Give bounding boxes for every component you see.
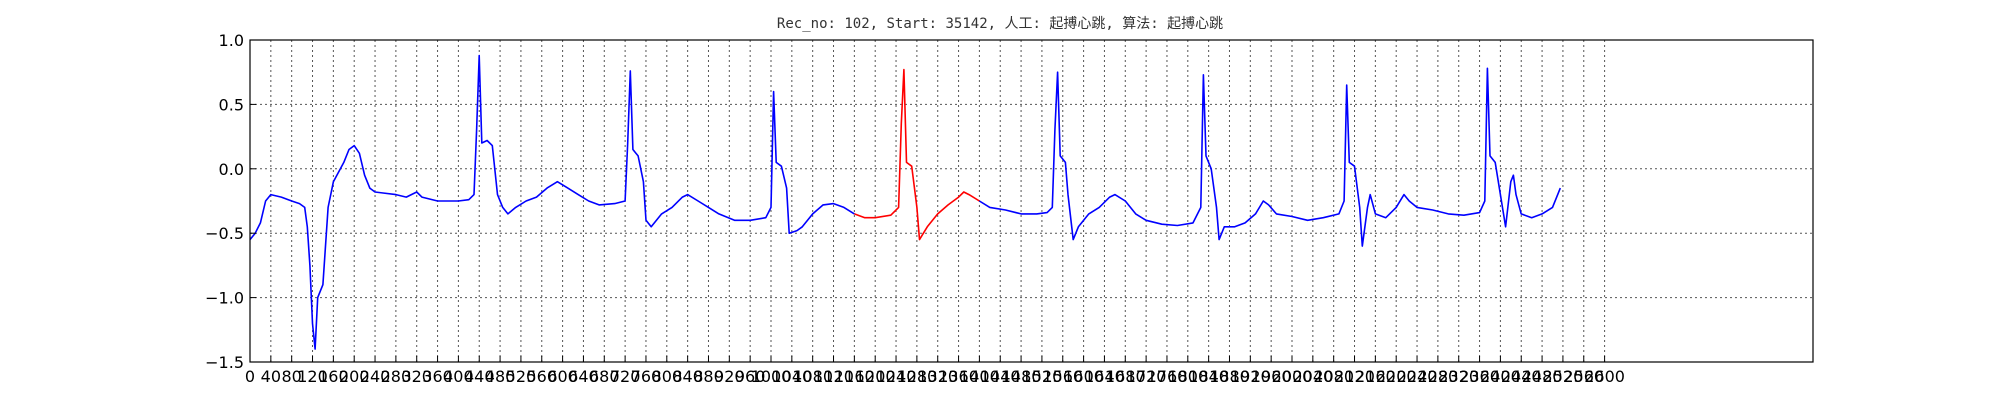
- x-tick-label: 1440: [980, 367, 1021, 386]
- y-tick-label: −1.0: [205, 289, 244, 308]
- x-tick-label: 280: [381, 367, 412, 386]
- y-tick-label: −1.5: [205, 353, 244, 372]
- x-tick-label: 1480: [1001, 367, 1042, 386]
- x-tick-label: 1880: [1209, 367, 1250, 386]
- x-tick-label: 360: [422, 367, 453, 386]
- plot-frame: [249, 39, 1814, 363]
- x-tick-label: 200: [339, 367, 370, 386]
- x-tick-label: 920: [714, 367, 745, 386]
- x-tick-label: 2560: [1563, 367, 1604, 386]
- y-tick-label: 0.5: [219, 95, 244, 114]
- x-tick-label: 640: [568, 367, 599, 386]
- x-tick-label: 2320: [1438, 367, 1479, 386]
- y-tick-label: 0.0: [219, 160, 244, 179]
- x-tick-label: 80: [282, 367, 302, 386]
- x-tick-label: 2520: [1543, 367, 1584, 386]
- x-tick-label: 960: [735, 367, 766, 386]
- x-tick-label: 1960: [1251, 367, 1292, 386]
- x-tick-label: 1800: [1167, 367, 1208, 386]
- y-tick-label: −0.5: [205, 224, 244, 243]
- ecg-trace-segment-1: [249, 54, 855, 350]
- x-tick-label: 1160: [834, 367, 875, 386]
- x-tick-label: 440: [464, 367, 495, 386]
- chart-title: Rec_no: 102, Start: 35142, 人工: 起搏心跳, 算法:…: [777, 15, 1223, 32]
- x-tick-label: 400: [443, 367, 474, 386]
- ecg-trace-segment-3: [978, 67, 1562, 247]
- grid-layer: [249, 39, 1813, 363]
- x-tick-label: 1280: [897, 367, 938, 386]
- x-tick-label: 1120: [813, 367, 854, 386]
- x-tick-label: 1000: [751, 367, 792, 386]
- x-tick-label: 1520: [1022, 367, 1063, 386]
- series-layer: [249, 54, 1562, 350]
- x-tick-label: 1600: [1063, 367, 1104, 386]
- x-tick-label: 1200: [855, 367, 896, 386]
- x-tick-label: 880: [693, 367, 724, 386]
- x-tick-label: 800: [652, 367, 683, 386]
- x-tick-label: 2080: [1313, 367, 1354, 386]
- x-tick-label: 760: [631, 367, 662, 386]
- x-tick-label: 320: [401, 367, 432, 386]
- x-tick-label: 2240: [1397, 367, 1438, 386]
- x-tick-label: 2280: [1418, 367, 1459, 386]
- x-tick-label: 1840: [1188, 367, 1229, 386]
- x-tick-label: 2360: [1459, 367, 1500, 386]
- x-tick-label: 2440: [1501, 367, 1542, 386]
- x-tick-label: 600: [547, 367, 578, 386]
- x-tick-label: 1560: [1042, 367, 1083, 386]
- x-tick-label: 40: [261, 367, 281, 386]
- x-tick-label: 1720: [1126, 367, 1167, 386]
- x-tick-label: 560: [526, 367, 557, 386]
- x-tick-label: 2480: [1522, 367, 1563, 386]
- x-tick-label: 1760: [1147, 367, 1188, 386]
- x-tick-label: 1640: [1084, 367, 1125, 386]
- x-tick-label: 2120: [1334, 367, 1375, 386]
- x-tick-label: 0: [245, 367, 255, 386]
- x-axis: 0 40 8012016020024028032036040044048052056…: [245, 356, 1625, 386]
- x-tick-label: 2040: [1292, 367, 1333, 386]
- x-tick-label: 1240: [876, 367, 917, 386]
- x-tick-label: 1320: [917, 367, 958, 386]
- x-tick-label: 1920: [1230, 367, 1271, 386]
- x-tick-label: 2600: [1584, 367, 1625, 386]
- x-tick-label: 840: [672, 367, 703, 386]
- x-tick-label: 160: [318, 367, 349, 386]
- x-tick-label: 120: [297, 367, 328, 386]
- x-tick-label: 2200: [1376, 367, 1417, 386]
- x-tick-label: 1360: [938, 367, 979, 386]
- x-tick-label: 1080: [792, 367, 833, 386]
- x-tick-label: 720: [610, 367, 641, 386]
- x-tick-label: 2000: [1272, 367, 1313, 386]
- x-tick-label: 240: [360, 367, 391, 386]
- y-tick-label: 1.0: [219, 31, 244, 50]
- x-tick-label: 1040: [771, 367, 812, 386]
- x-tick-label: 1400: [959, 367, 1000, 386]
- x-tick-label: 2400: [1480, 367, 1521, 386]
- y-axis: 1.0 0.5 0.0 −0.5 −1.0 −1.5: [205, 31, 256, 372]
- x-tick-label: 480: [485, 367, 516, 386]
- x-tick-label: 1680: [1105, 367, 1146, 386]
- x-tick-label: 680: [589, 367, 620, 386]
- x-tick-label: 520: [506, 367, 537, 386]
- ecg-trace-highlight: [854, 68, 980, 241]
- x-tick-label: 2160: [1355, 367, 1396, 386]
